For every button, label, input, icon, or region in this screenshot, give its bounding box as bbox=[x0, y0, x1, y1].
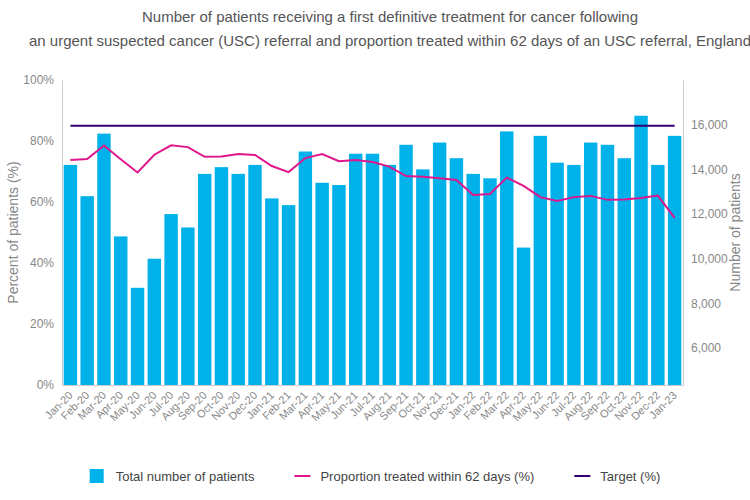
y2-axis-tick-label: 8,000 bbox=[691, 297, 721, 311]
y-axis-tick-label: 100% bbox=[23, 73, 54, 87]
bar bbox=[534, 136, 547, 385]
y2-axis-tick: 8,000 bbox=[683, 297, 721, 311]
bar bbox=[399, 145, 412, 385]
legend-item: Total number of patients bbox=[90, 469, 255, 484]
y2-axis-tick: 10,000 bbox=[683, 252, 728, 266]
y-axis-tick: 80% bbox=[30, 134, 62, 148]
bar bbox=[164, 214, 177, 385]
legend-item: Target (%) bbox=[574, 469, 660, 484]
legend-item: Proportion treated within 62 days (%) bbox=[294, 469, 534, 484]
bar bbox=[349, 154, 362, 385]
x-axis-tick: Jan-23 bbox=[647, 385, 679, 421]
y2-axis: 6,000 8,000 10,000 12,000 14,000 16,000 bbox=[683, 81, 728, 386]
y-axis-tick-label: 20% bbox=[30, 317, 54, 331]
y-axis-tick-label: 60% bbox=[30, 195, 54, 209]
chart: Number of patients receiving a first def… bbox=[0, 0, 750, 500]
legend-swatch bbox=[294, 475, 310, 477]
legend: Total number of patients Proportion treat… bbox=[90, 469, 661, 484]
x-axis-tick-label: Jan-23 bbox=[647, 389, 679, 421]
bar bbox=[517, 248, 530, 385]
y-axis-tick: 100% bbox=[23, 73, 62, 87]
y-axis-tick: 40% bbox=[30, 256, 62, 270]
bar bbox=[416, 169, 429, 385]
bar bbox=[618, 158, 631, 385]
bar bbox=[232, 174, 245, 385]
legend-swatch bbox=[574, 475, 590, 477]
y2-axis-tick-label: 14,000 bbox=[691, 163, 728, 177]
bar bbox=[366, 154, 379, 385]
bar bbox=[181, 227, 194, 385]
plot-area bbox=[64, 116, 682, 385]
bar bbox=[80, 196, 93, 385]
y2-axis-line bbox=[683, 81, 684, 386]
bar bbox=[265, 198, 278, 385]
bar bbox=[466, 174, 479, 385]
legend-label: Proportion treated within 62 days (%) bbox=[320, 469, 534, 484]
y2-axis-tick: 12,000 bbox=[683, 207, 728, 221]
bar bbox=[215, 167, 228, 385]
bar bbox=[64, 165, 77, 385]
legend-label: Total number of patients bbox=[116, 469, 255, 484]
bar bbox=[668, 136, 681, 385]
y-axis-tick: 0% bbox=[37, 378, 62, 392]
y-axis: 0% 20% 40% 60% 80% 100% bbox=[23, 73, 62, 392]
bar bbox=[634, 116, 647, 385]
y-axis-title: Percent of patients (%) bbox=[5, 161, 21, 303]
title: Number of patients receiving a first def… bbox=[142, 8, 638, 25]
y2-axis-tick: 6,000 bbox=[683, 341, 721, 355]
bar bbox=[131, 288, 144, 385]
bar bbox=[198, 174, 211, 385]
bar bbox=[584, 143, 597, 385]
bar bbox=[483, 178, 496, 385]
bar bbox=[332, 185, 345, 385]
bar bbox=[114, 236, 127, 385]
bar bbox=[651, 165, 664, 385]
legend-swatch bbox=[90, 469, 104, 483]
y-axis-tick: 20% bbox=[30, 317, 62, 331]
y2-axis-tick: 16,000 bbox=[683, 118, 728, 132]
y-axis-line bbox=[62, 81, 63, 386]
y2-axis-tick-label: 6,000 bbox=[691, 341, 721, 355]
bar bbox=[148, 259, 161, 385]
bar bbox=[315, 183, 328, 385]
bar bbox=[550, 163, 563, 385]
y-axis-tick-label: 0% bbox=[37, 378, 55, 392]
title: an urgent suspected cancer (USC) referra… bbox=[29, 32, 750, 49]
bar bbox=[383, 165, 396, 385]
x-axis-line bbox=[63, 385, 684, 386]
title-group: Number of patients receiving a first def… bbox=[29, 8, 750, 49]
bar-series bbox=[64, 116, 682, 385]
legend-label: Target (%) bbox=[600, 469, 660, 484]
y-axis-tick-label: 80% bbox=[30, 134, 54, 148]
bar bbox=[248, 165, 261, 385]
bar bbox=[97, 134, 110, 385]
bar bbox=[299, 152, 312, 385]
bar bbox=[450, 158, 463, 385]
x-axis: Jan-20Feb-20Mar-20Apr-20May-20Jun-20Jul-… bbox=[42, 385, 683, 423]
line bbox=[70, 145, 674, 218]
y2-axis-tick-label: 16,000 bbox=[691, 118, 728, 132]
bar bbox=[282, 205, 295, 385]
y2-axis-tick: 14,000 bbox=[683, 163, 728, 177]
y2-axis-title: Number of patients bbox=[727, 173, 743, 291]
bar bbox=[500, 131, 513, 385]
bar bbox=[601, 145, 614, 385]
y2-axis-tick-label: 10,000 bbox=[691, 252, 728, 266]
line bbox=[70, 125, 674, 127]
y2-axis-tick-label: 12,000 bbox=[691, 207, 728, 221]
y-axis-tick-label: 40% bbox=[30, 256, 54, 270]
y-axis-tick: 60% bbox=[30, 195, 62, 209]
